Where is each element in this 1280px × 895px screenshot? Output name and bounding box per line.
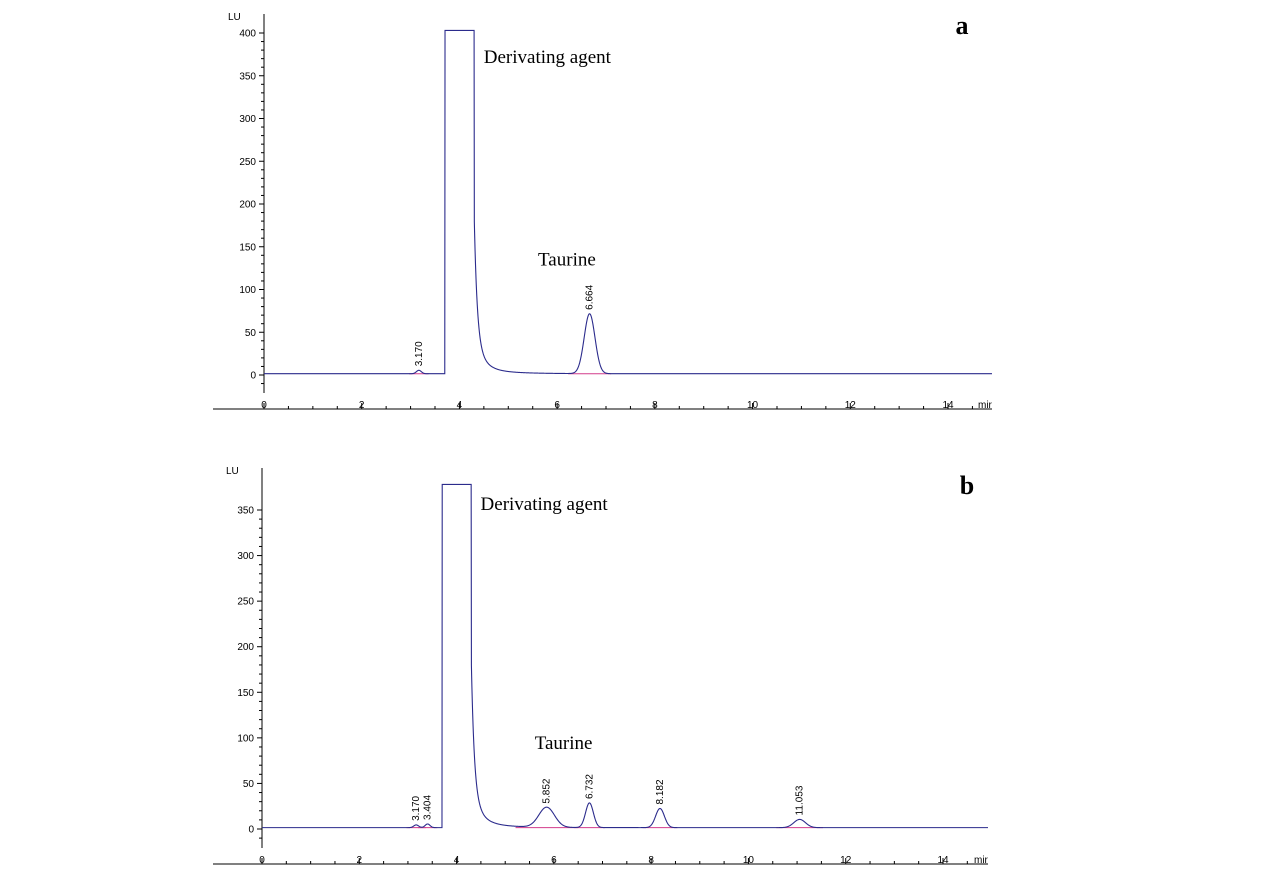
y-tick-label: 0 [248,825,254,836]
y-tick-label: 250 [237,597,254,608]
y-tick-label: 50 [245,328,257,339]
chromatogram-trace [262,483,988,829]
peak-rt-label: 5.852 [542,778,553,803]
panel-letter: a [956,11,969,40]
x-tick-label: 2 [357,855,363,866]
peak-rt-label: 11.053 [795,785,806,815]
x-tick-label: 14 [937,855,949,866]
x-tick-label: 8 [648,855,654,866]
x-tick-label: 10 [743,855,755,866]
x-tick-label: 4 [454,855,460,866]
x-tick-label: 0 [261,400,267,411]
x-tick-label: 6 [551,855,557,866]
y-tick-label: 350 [237,506,254,517]
x-tick-label: 10 [747,400,759,411]
peak-rt-label: 3.170 [414,341,425,366]
x-tick-label: 6 [554,400,560,411]
y-tick-label: 350 [239,71,256,82]
chart-panel-b: b LU 0 50 100 150 200 250 300 350 0 2 4 6 8 10 12 14 mir 3.… [213,466,989,866]
x-tick-label: 4 [457,400,463,411]
chart-panel-a: a LU 0 50 100 150 200 250 300 350 400 0 2 4 6 8 10 12 14 mi… [213,11,993,411]
y-tick-label: 300 [239,114,256,125]
y-tick-label: 200 [237,642,254,653]
derivating-agent-annotation: Derivating agent [481,494,609,515]
y-axis-unit-label: LU [226,466,239,477]
peak-rt-label: 8.182 [655,779,666,804]
y-tick-label: 50 [243,779,255,790]
x-tick-label: 2 [359,400,365,411]
taurine-annotation: Taurine [535,733,593,754]
x-tick-label: 0 [259,855,265,866]
x-axis-unit-label: mir [974,855,989,866]
peak-rt-label: 6.732 [584,774,595,799]
x-axis-unit-label: mir [978,400,993,411]
y-tick-label: 300 [237,551,254,562]
y-tick-label: 400 [239,29,256,40]
peak-rt-label: 6.664 [585,284,596,309]
y-tick-label: 250 [239,157,256,168]
y-tick-label: 200 [239,200,256,211]
x-tick-label: 14 [942,400,954,411]
y-axis-unit-label: LU [228,12,241,23]
y-tick-label: 0 [250,371,256,382]
derivating-agent-annotation: Derivating agent [484,47,612,68]
y-tick-label: 150 [237,688,254,699]
x-tick-label: 8 [652,400,658,411]
panel-letter: b [960,471,974,500]
x-tick-label: 12 [845,400,857,411]
chromatogram-trace [264,29,992,375]
y-tick-label: 100 [237,733,254,744]
peak-rt-label: 3.404 [423,795,434,820]
peak-rt-label: 3.170 [411,795,422,820]
x-tick-label: 12 [840,855,852,866]
taurine-annotation: Taurine [538,250,596,271]
y-tick-label: 150 [239,242,256,253]
y-tick-label: 100 [239,285,256,296]
